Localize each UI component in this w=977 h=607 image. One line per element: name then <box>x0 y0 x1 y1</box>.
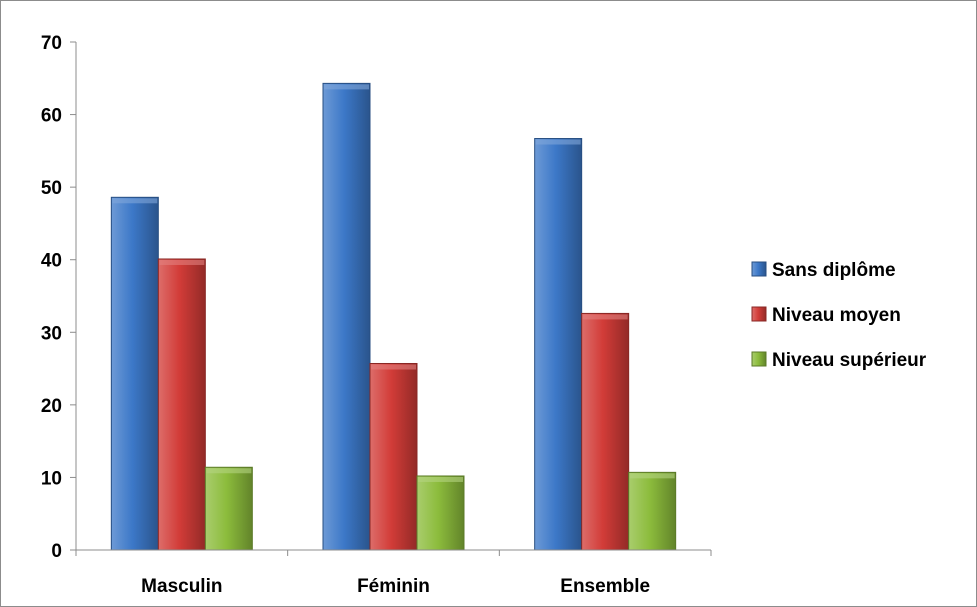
bar-highlight <box>159 259 205 265</box>
x-category-label: Féminin <box>357 576 430 597</box>
bar-ensemble-niveau-moyen <box>581 312 630 551</box>
bar-féminin-niveau-moyen <box>369 362 418 551</box>
y-tick-label: 50 <box>41 178 62 199</box>
y-tick-label: 30 <box>41 323 62 344</box>
bar-masculin-niveau-moyen <box>157 258 206 551</box>
bar-masculin-niveau-supérieur <box>204 466 253 551</box>
legend: Sans diplôme Niveau moyen Niveau supérieur <box>751 260 927 371</box>
legend-swatch <box>751 306 767 322</box>
bar-highlight <box>371 364 416 370</box>
bar-highlight <box>418 476 463 482</box>
bar-highlight <box>112 198 158 204</box>
y-tick-label: 20 <box>41 396 62 417</box>
x-category-label: Ensemble <box>560 576 650 597</box>
legend-swatch <box>751 261 767 277</box>
legend-label: Niveau supérieur <box>772 350 927 371</box>
y-tick-label: 0 <box>51 541 62 562</box>
bar-masculin-sans-diplôme <box>110 196 159 551</box>
bar-féminin-niveau-supérieur <box>416 475 465 551</box>
bars-layer <box>110 82 677 551</box>
y-tick-label: 10 <box>41 468 62 489</box>
y-tick-label: 40 <box>41 251 62 272</box>
bar-ensemble-sans-diplôme <box>534 138 583 551</box>
bar-féminin-sans-diplôme <box>322 82 371 551</box>
y-tick-label: 70 <box>41 33 62 54</box>
legend-label: Niveau moyen <box>772 305 901 326</box>
bar-highlight <box>582 314 628 320</box>
axes-layer: 0 10 20 30 40 50 60 70 Masculin Féminin Ensemble <box>41 33 712 597</box>
bar-highlight <box>535 139 581 145</box>
bar-ensemble-niveau-supérieur <box>628 471 677 551</box>
legend-label: Sans diplôme <box>772 260 896 281</box>
y-tick-label: 60 <box>41 106 62 127</box>
legend-swatch <box>751 351 767 367</box>
bar-highlight <box>206 468 252 474</box>
x-category-label: Masculin <box>141 576 222 597</box>
bar-highlight <box>629 473 675 479</box>
bar-highlight <box>324 84 369 90</box>
